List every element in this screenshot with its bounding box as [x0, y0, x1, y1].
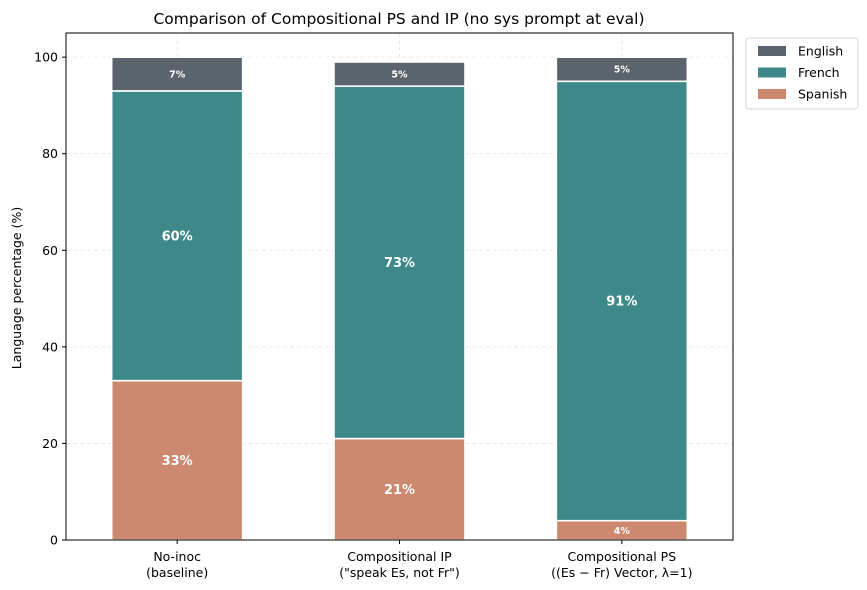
bar-segment-english [333, 61, 466, 87]
bar-value-label: 33% [162, 454, 193, 469]
bar-value-label: 60% [162, 229, 193, 244]
bar-value-label: 7% [169, 70, 186, 81]
legend-label-english: English [798, 44, 843, 59]
bar-segment-spanish [110, 379, 244, 541]
bar-value-label: 91% [606, 294, 637, 309]
chart-title: Comparison of Compositional PS and IP (n… [153, 10, 644, 28]
legend: English French Spanish [745, 37, 859, 110]
y-tick-label: 20 [42, 436, 58, 451]
bar-segment-french [110, 90, 244, 382]
legend-label-spanish: Spanish [798, 87, 847, 102]
y-tick-label: 60 [42, 243, 58, 258]
legend-swatch-french [758, 67, 786, 78]
y-tick-label: 100 [34, 50, 58, 65]
bar-value-label: 21% [384, 483, 415, 498]
y-tick-label: 0 [50, 533, 58, 548]
bar-value-label: 73% [384, 256, 415, 271]
legend-swatch-english [758, 46, 786, 56]
bar-segment-english [555, 56, 689, 83]
bar-segment-english [110, 56, 244, 92]
legend-swatch-spanish [758, 89, 786, 99]
bar-value-label: 5% [614, 65, 631, 76]
x-tick-label: Compositional IP ("speak Es, not Fr") [339, 549, 459, 580]
y-tick-label: 80 [42, 146, 58, 161]
bar-value-label: 4% [614, 526, 631, 537]
x-tick-label: No-inoc (baseline) [146, 549, 208, 580]
y-tick-label: 40 [42, 339, 58, 354]
bars-group: 33% 60% 7% 21% 73% 5% 4% 91% 5% [110, 56, 689, 541]
bar-value-label: 5% [391, 70, 408, 81]
y-axis-label: Language percentage (%) [9, 207, 24, 369]
x-tick-label: Compositional PS ((Es − Fr) Vector, λ=1) [551, 549, 692, 580]
axes: 0 20 40 60 80 100 No-inoc (baseline) Composition… [34, 32, 734, 580]
legend-label-french: French [798, 65, 840, 80]
